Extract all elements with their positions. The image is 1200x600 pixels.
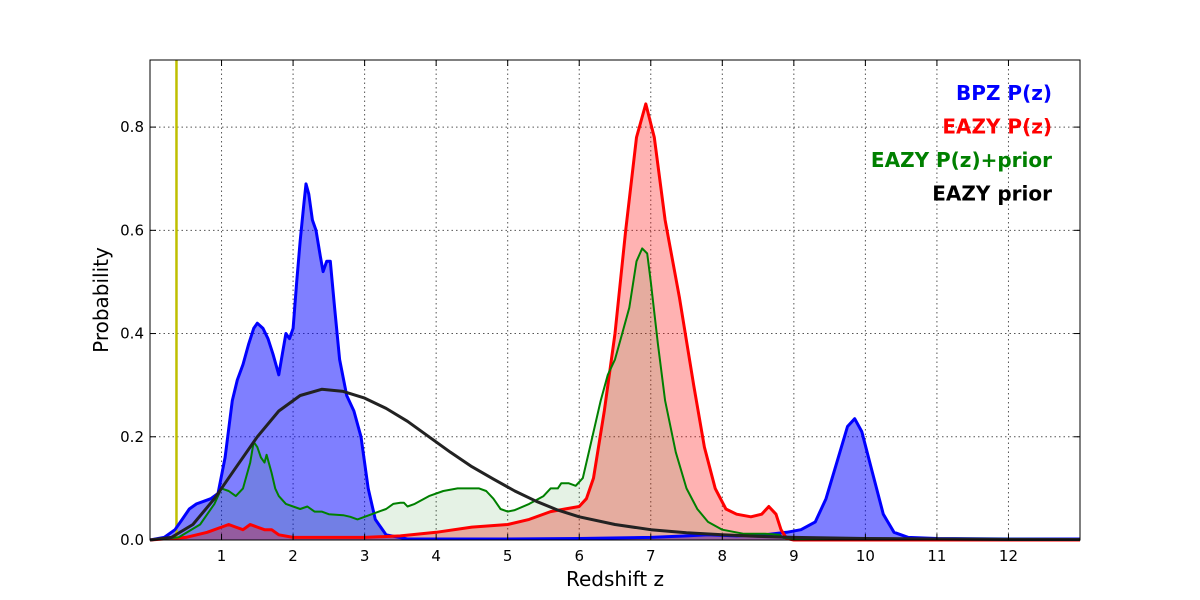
- line-eazy-p-z: [149, 102, 1080, 542]
- y-tick-label: 0.4: [120, 325, 144, 343]
- legend-entry-eazy-p-z-prior: EAZY P(z)+prior: [871, 148, 1052, 172]
- x-tick-label: 1: [217, 547, 227, 565]
- x-tick-label: 11: [927, 547, 946, 565]
- area-bpz-p-z: [150, 183, 1080, 540]
- x-tick-label: 6: [574, 547, 584, 565]
- plot-frame: [149, 59, 1081, 541]
- x-tick-label: 10: [856, 547, 875, 565]
- y-tick-label: 0.8: [120, 118, 144, 136]
- x-tick-label: 7: [646, 547, 656, 565]
- legend-entry-eazy-prior: EAZY prior: [932, 182, 1052, 206]
- legend: BPZ P(z) EAZY P(z) EAZY P(z)+prior EAZY pri…: [871, 81, 1052, 206]
- x-tick-label: 9: [789, 547, 799, 565]
- x-tick-label: 8: [718, 547, 728, 565]
- legend-entry-bpz-p-z: BPZ P(z): [956, 81, 1052, 105]
- x-tick-label: 2: [288, 547, 298, 565]
- line-bpz-p-z: [149, 182, 1080, 542]
- y-tick-label: 0.6: [120, 221, 144, 239]
- axis-ticks: 1 2 3 4 5 6 7 8 9 10 11 120.00.20.40.60.8: [120, 60, 1080, 565]
- grid: [150, 60, 1080, 540]
- series-lines: [149, 102, 1081, 542]
- y-tick-label: 0.0: [120, 531, 144, 549]
- x-tick-label: 4: [431, 547, 441, 565]
- x-tick-label: 12: [999, 547, 1018, 565]
- line-eazy-p-z-prior: [149, 247, 1081, 541]
- y-tick-label: 0.2: [120, 428, 144, 446]
- x-tick-label: 3: [360, 547, 370, 565]
- series-fills: [150, 103, 1080, 541]
- area-eazy-p-z: [150, 103, 1080, 541]
- area-eazy-p-z-prior: [150, 248, 1080, 540]
- y-axis-label: Probability: [89, 247, 113, 353]
- x-axis-label: Redshift z: [566, 567, 664, 591]
- line-eazy-prior: [149, 387, 1080, 542]
- x-tick-label: 5: [503, 547, 513, 565]
- legend-entry-eazy-p-z: EAZY P(z): [942, 115, 1052, 139]
